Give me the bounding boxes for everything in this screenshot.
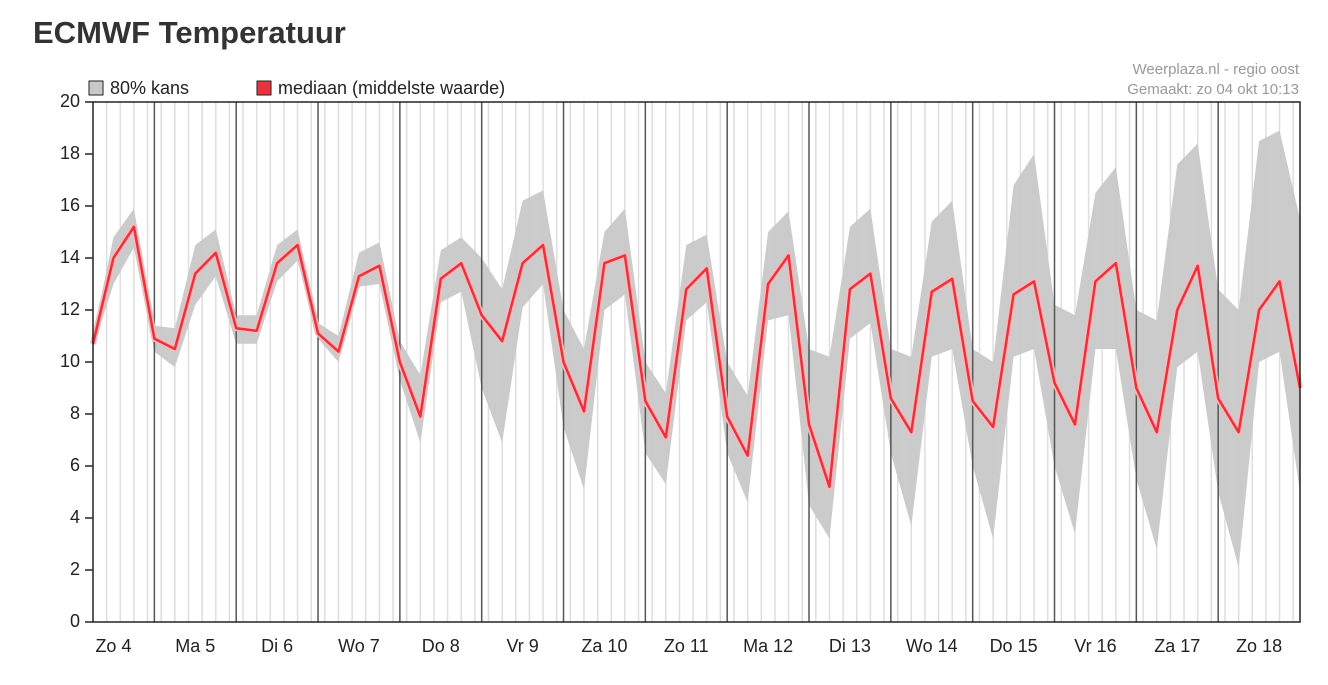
x-tick-label: Wo 7 [338,636,380,656]
x-tick-label: Di 13 [829,636,871,656]
y-tick-label: 10 [60,351,80,371]
y-tick-label: 0 [70,611,80,631]
x-tick-label: Do 15 [990,636,1038,656]
x-tick-label: Do 8 [422,636,460,656]
legend-label: mediaan (middelste waarde) [278,78,505,98]
y-tick-label: 2 [70,559,80,579]
x-tick-label: Zo 18 [1236,636,1282,656]
y-tick-label: 6 [70,455,80,475]
x-tick-label: Vr 16 [1074,636,1116,656]
y-tick-label: 20 [60,91,80,111]
x-tick-label: Ma 5 [175,636,215,656]
legend-swatch [88,80,104,96]
x-tick-label: Ma 12 [743,636,793,656]
x-tick-label: Vr 9 [506,636,538,656]
x-tick-label: Di 6 [261,636,293,656]
source-note: Weerplaza.nl - regio oost [1133,61,1300,78]
x-tick-label: Za 17 [1154,636,1200,656]
y-tick-label: 18 [60,143,80,163]
legend-label: 80% kans [110,78,189,98]
x-tick-label: Zo 11 [664,636,709,656]
chart-title: ECMWF Temperatuur [33,15,346,50]
x-tick-label: Wo 14 [906,636,958,656]
y-tick-label: 16 [60,195,80,215]
x-tick-label: Za 10 [581,636,627,656]
y-tick-label: 14 [60,247,80,267]
y-tick-label: 8 [70,403,80,423]
created-note: Gemaakt: zo 04 okt 10:13 [1127,81,1299,98]
x-tick-label: Zo 4 [95,636,131,656]
legend-swatch [256,80,272,96]
median-line [91,225,1302,489]
y-tick-label: 4 [70,507,80,527]
range-band [93,130,1300,568]
y-tick-label: 12 [60,299,80,319]
